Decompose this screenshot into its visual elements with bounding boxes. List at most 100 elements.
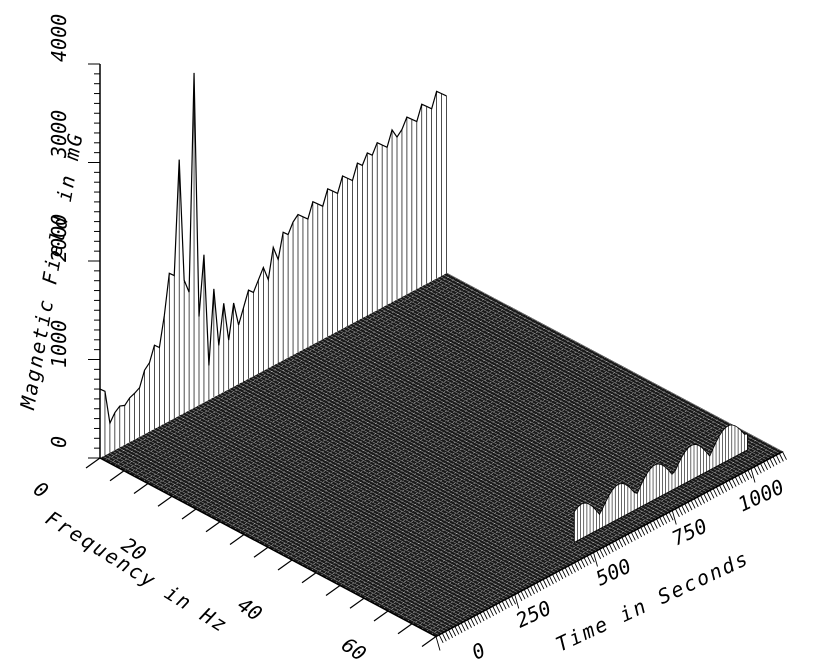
mesh-line-time (175, 417, 512, 597)
y-axis-tick (451, 627, 457, 637)
x-axis-tick (349, 597, 365, 609)
mesh-line-time (399, 298, 736, 478)
y-axis-tick (555, 572, 561, 581)
mesh-line-time (326, 336, 663, 516)
mesh-line-time (222, 392, 559, 572)
mesh-line-time (414, 289, 752, 469)
mesh-line-time (137, 437, 474, 617)
y-axis-tick (498, 602, 504, 612)
y-axis-tick (621, 537, 627, 546)
y-axis-tick (470, 617, 476, 627)
mesh-line-time (373, 311, 711, 491)
y-axis-tick (744, 471, 750, 481)
y-axis-tick (504, 599, 510, 608)
z-tick-label: 1000 (47, 320, 71, 368)
mesh-line-time (314, 343, 651, 523)
y-axis-tick (709, 490, 715, 499)
y-axis-tick (542, 579, 548, 588)
mesh-line-time (285, 358, 622, 538)
mesh-line-time (232, 387, 569, 567)
y-axis-tick (712, 488, 718, 497)
mesh-line-time (436, 278, 774, 457)
mesh-line-time (159, 425, 496, 605)
y-axis-tick (473, 616, 479, 625)
mesh-line-time (216, 395, 553, 575)
y-axis-tick (457, 624, 463, 633)
y-axis-tick (482, 611, 488, 620)
mesh-line-time (225, 390, 563, 570)
y-axis-tick (630, 532, 636, 541)
mesh-line-time (288, 357, 626, 536)
mesh-line-time (342, 328, 679, 508)
mesh-line-time (307, 346, 645, 526)
y-axis-tick (526, 587, 532, 596)
mesh-line-time (351, 323, 689, 503)
y-axis-tick (608, 543, 614, 553)
mesh-line-time (411, 291, 748, 471)
mesh-line-time (348, 325, 685, 504)
axes (85, 63, 787, 651)
y-axis-tick (734, 476, 740, 486)
y-axis-tick (678, 506, 683, 516)
y-axis-tick (441, 632, 447, 642)
mesh-line-time (194, 407, 531, 587)
y-axis-tick (703, 493, 709, 502)
y-axis-tick (467, 619, 472, 628)
y-axis-tick (778, 453, 784, 462)
y-axis-tick (583, 557, 589, 566)
mesh-line-time (320, 340, 657, 520)
mesh-line-time (263, 370, 600, 550)
y-axis-tick (485, 609, 491, 618)
mesh-line-time (244, 380, 582, 560)
mesh-line-time (418, 288, 755, 468)
mesh-line-time (140, 435, 478, 615)
mesh-line-time (241, 382, 578, 562)
mesh-line-time (424, 284, 761, 464)
y-axis-tick (637, 528, 643, 538)
y-axis-tick (700, 495, 706, 504)
mesh-line-time (367, 315, 704, 494)
y-axis-tick (693, 498, 699, 507)
mesh-line-time (332, 333, 670, 513)
mesh-line-time (386, 304, 723, 484)
x-axis-tick (133, 483, 149, 494)
y-axis-tick (634, 530, 639, 539)
y-axis-tick (438, 634, 444, 644)
y-axis-tick (589, 553, 595, 563)
x-axis-tick (325, 585, 341, 596)
y-axis-tick (668, 511, 674, 521)
y-axis-tick (687, 501, 693, 511)
y-axis-tick (681, 505, 687, 514)
y-axis-tick (775, 454, 781, 464)
y-axis-tick (533, 584, 539, 593)
mesh-line-time (310, 345, 648, 525)
mesh-line-time (430, 281, 767, 461)
mesh-line-time (446, 273, 783, 452)
mesh-line-time (282, 360, 619, 540)
y-axis-tick (731, 478, 737, 487)
y-axis-tick (624, 535, 630, 544)
y-axis-tick (435, 636, 441, 651)
y-axis-tick (719, 485, 724, 494)
y-tick-label: 0 (468, 638, 489, 662)
mesh-line-time (383, 306, 720, 486)
y-axis-tick (697, 496, 702, 506)
mesh-line-time (266, 368, 604, 548)
mesh-line-time (191, 409, 528, 588)
mesh-line-time (109, 452, 446, 632)
y-axis-tick (646, 523, 652, 533)
mesh-line-time (229, 388, 566, 568)
y-axis-tick (690, 500, 696, 509)
y-tick-label: 500 (592, 554, 635, 591)
y-axis-tick (448, 629, 454, 638)
mesh-line-time (197, 405, 534, 585)
x-axis-tick (373, 610, 389, 622)
y-axis-tick (567, 565, 573, 575)
mesh-line-time (295, 353, 632, 533)
x-axis-tick (301, 572, 317, 584)
mesh-line-time (128, 442, 465, 622)
mesh-line-time (251, 377, 588, 557)
mesh-line-time (143, 434, 481, 614)
y-axis-tick (737, 475, 743, 484)
